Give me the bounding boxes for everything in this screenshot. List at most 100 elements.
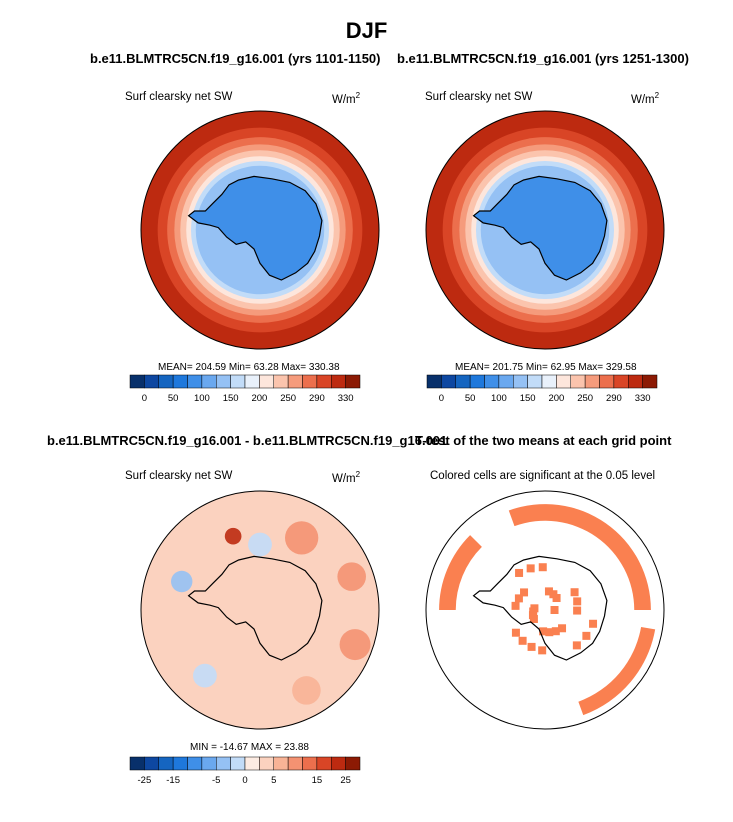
colorbar-cell-9 bbox=[556, 374, 571, 389]
colorbar-cell-8 bbox=[244, 374, 260, 389]
colorbar-tick-label-3: 150 bbox=[520, 393, 536, 404]
colorbar-cell-8 bbox=[244, 756, 260, 771]
colorbar-cell-12 bbox=[302, 374, 318, 389]
colorbar-cell-9 bbox=[259, 374, 274, 389]
colorbar-cell-15 bbox=[345, 756, 361, 771]
colorbar-cell-12 bbox=[599, 374, 615, 389]
colorbar-tick-label-7: 330 bbox=[635, 393, 651, 404]
significant-region-0 bbox=[508, 504, 651, 610]
colorbar-cell-0 bbox=[129, 756, 145, 771]
colorbar-cell-14 bbox=[331, 374, 346, 389]
colorbar-cell-7 bbox=[230, 374, 246, 389]
colorbar-tick-label-6: 25 bbox=[340, 775, 351, 786]
panel-3-colorbar: -25 -15 -5 0 5 15 25 bbox=[129, 756, 361, 786]
significant-cell-9 bbox=[551, 627, 560, 636]
significant-cell-15 bbox=[573, 597, 582, 606]
colorbar-tick-label-2: -5 bbox=[212, 775, 220, 786]
colorbar-cell-13 bbox=[316, 756, 332, 771]
colorbar-cell-1 bbox=[441, 374, 456, 389]
colorbar-cell-6 bbox=[513, 374, 528, 389]
colorbar-cell-3 bbox=[469, 374, 485, 389]
colorbar-cell-14 bbox=[331, 756, 346, 771]
colorbar-tick-label-4: 200 bbox=[251, 393, 267, 404]
antarctica-outline bbox=[187, 175, 323, 281]
colorbar-tick-label-0: 0 bbox=[142, 393, 147, 404]
colorbar-tick-label-0: 0 bbox=[439, 393, 444, 404]
significant-cell-21 bbox=[538, 563, 547, 572]
significant-cell-18 bbox=[518, 636, 527, 645]
field-patch-6 bbox=[224, 527, 242, 545]
colorbar-cell-10 bbox=[273, 374, 289, 389]
significant-cell-26 bbox=[511, 628, 520, 637]
colorbar-cell-11 bbox=[287, 756, 303, 771]
colorbar-tick-label-2: 100 bbox=[491, 393, 507, 404]
colorbar-cell-15 bbox=[345, 374, 361, 389]
significant-cell-2 bbox=[538, 646, 547, 655]
map-border bbox=[425, 110, 665, 350]
colorbar-tick-label-5: 250 bbox=[280, 393, 296, 404]
colorbar-cell-13 bbox=[316, 374, 332, 389]
significant-region-2 bbox=[578, 626, 656, 716]
significant-cell-8 bbox=[589, 619, 598, 628]
map-border bbox=[425, 490, 665, 730]
panel-1-units: W/m2 bbox=[332, 91, 361, 106]
significant-cell-12 bbox=[514, 594, 523, 603]
colorbar-cell-0 bbox=[129, 374, 145, 389]
map-background bbox=[426, 491, 664, 729]
significant-cell-10 bbox=[527, 642, 536, 651]
colorbar-cell-1 bbox=[144, 374, 159, 389]
colorbar-tick-label-7: 330 bbox=[338, 393, 354, 404]
field-patch-4 bbox=[193, 663, 217, 688]
panel-1-map bbox=[140, 110, 380, 350]
field-patch-1 bbox=[337, 562, 366, 591]
significant-cell-16 bbox=[582, 631, 591, 640]
colorbar-tick-label-4: 5 bbox=[271, 775, 276, 786]
significant-cell-6 bbox=[544, 587, 553, 596]
colorbar-cell-14 bbox=[628, 374, 643, 389]
significant-cell-24 bbox=[572, 641, 581, 650]
panel-3-title: b.e11.BLMTRC5CN.f19_g16.001 - b.e11.BLMT… bbox=[47, 433, 448, 448]
colorbar-cell-11 bbox=[584, 374, 600, 389]
significant-cell-23 bbox=[573, 606, 582, 615]
colorbar-tick-label-4: 200 bbox=[548, 393, 564, 404]
colorbar-tick-label-6: 290 bbox=[309, 393, 325, 404]
colorbar-cell-7 bbox=[230, 756, 246, 771]
panel-2-units: W/m2 bbox=[631, 91, 660, 106]
colorbar-tick-label-0: -25 bbox=[138, 775, 152, 786]
panel-3-units: W/m2 bbox=[332, 470, 361, 485]
colorbar-tick-label-3: 0 bbox=[242, 775, 247, 786]
panel-4-variable: Colored cells are significant at the 0.0… bbox=[430, 470, 656, 482]
colorbar-tick-label-6: 290 bbox=[606, 393, 622, 404]
colorbar-cell-12 bbox=[302, 756, 318, 771]
panel-2-map bbox=[425, 110, 665, 350]
colorbar-cell-5 bbox=[201, 374, 217, 389]
significant-cell-13 bbox=[526, 564, 535, 573]
colorbar-cell-11 bbox=[287, 374, 303, 389]
panel-2-stats: MEAN= 201.75 Min= 62.95 Max= 329.58 bbox=[455, 362, 637, 373]
colorbar-cell-10 bbox=[273, 756, 289, 771]
colorbar-tick-label-1: 50 bbox=[168, 393, 179, 404]
panel-3-variable: Surf clearsky net SW bbox=[125, 470, 233, 482]
significant-cell-25 bbox=[539, 627, 548, 636]
colorbar-cell-8 bbox=[541, 374, 557, 389]
colorbar-cell-2 bbox=[158, 374, 174, 389]
colorbar-cell-1 bbox=[144, 756, 159, 771]
colorbar-cell-6 bbox=[216, 756, 231, 771]
antarctica-outline bbox=[472, 555, 608, 661]
colorbar-cell-13 bbox=[613, 374, 629, 389]
panel-1-variable: Surf clearsky net SW bbox=[125, 91, 233, 103]
colorbar-cell-2 bbox=[455, 374, 471, 389]
colorbar-cell-6 bbox=[216, 374, 231, 389]
panel-2-variable: Surf clearsky net SW bbox=[425, 91, 533, 103]
colorbar-cell-9 bbox=[259, 756, 274, 771]
colorbar-tick-label-5: 250 bbox=[577, 393, 593, 404]
colorbar-cell-7 bbox=[527, 374, 543, 389]
figure-title: DJF bbox=[345, 18, 388, 43]
colorbar-cell-0 bbox=[426, 374, 442, 389]
colorbar-cell-3 bbox=[172, 756, 188, 771]
field-patch-3 bbox=[292, 676, 321, 705]
significant-cell-17 bbox=[545, 628, 554, 637]
significant-cell-1 bbox=[558, 624, 567, 633]
antarctica-outline bbox=[187, 555, 323, 661]
colorbar-cell-2 bbox=[158, 756, 174, 771]
